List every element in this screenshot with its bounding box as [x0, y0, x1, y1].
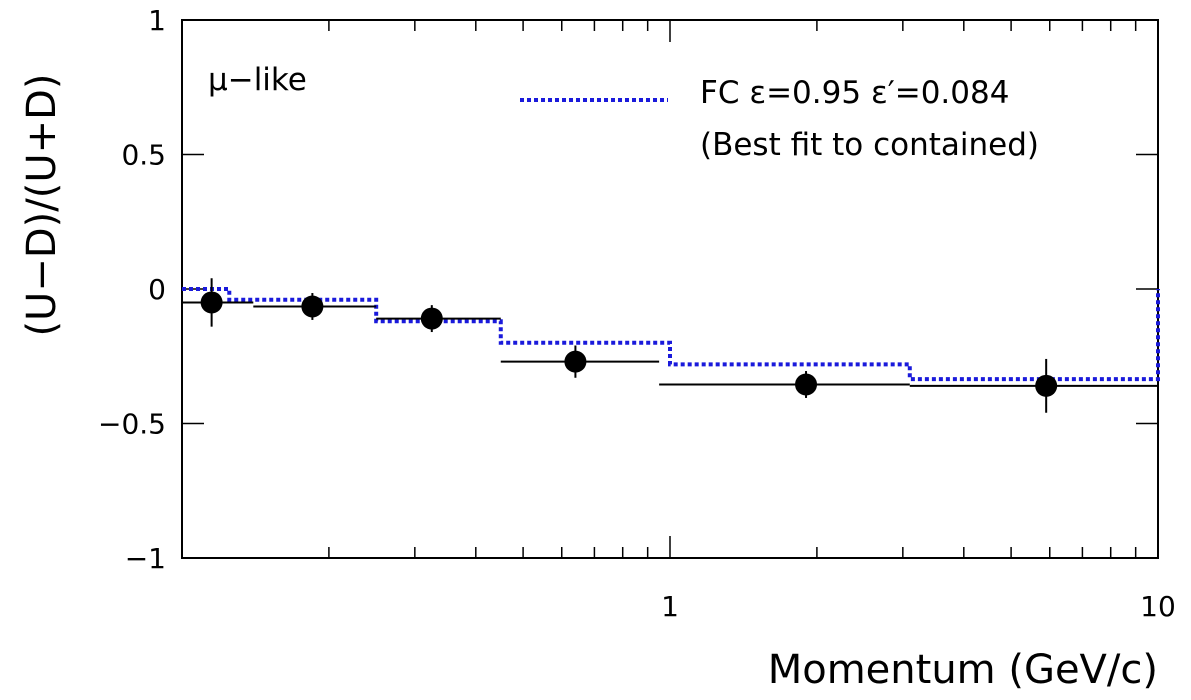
data-marker	[1035, 374, 1058, 397]
x-axis-title: Momentum (GeV/c)	[768, 647, 1158, 693]
plot-frame	[181, 19, 1159, 559]
tick-labels: 1 0.5 0 −0.5 −1 1 10	[98, 4, 1176, 623]
data-point	[376, 305, 501, 333]
legend-label-line1: FC ε=0.95 ε′=0.084	[700, 75, 1009, 111]
data-marker	[795, 373, 818, 396]
mc-step-line	[182, 287, 1160, 382]
data-point	[909, 358, 1158, 413]
data-point	[253, 293, 377, 320]
y-axis-title: (U−D)/(U+D)	[19, 73, 65, 336]
plot-border	[181, 19, 1159, 559]
x-tick-label: 1	[661, 590, 679, 623]
data-point	[500, 345, 660, 378]
data-marker	[301, 295, 324, 318]
y-tick-label: 0.5	[121, 139, 166, 172]
data-points	[182, 278, 1158, 413]
axis-ticks	[182, 20, 1158, 558]
y-tick-label: −1	[125, 542, 166, 575]
data-marker	[420, 307, 443, 330]
data-marker	[564, 350, 587, 373]
y-tick-label: −0.5	[98, 408, 166, 441]
x-tick-label: 10	[1140, 590, 1176, 623]
data-marker	[200, 291, 223, 314]
mc-histogram	[182, 287, 1160, 382]
data-point	[659, 371, 910, 398]
annotation-label: μ−like	[208, 62, 307, 98]
y-tick-label: 1	[148, 4, 166, 37]
data-point	[182, 278, 254, 327]
legend-label-line2: (Best fit to contained)	[700, 127, 1039, 163]
y-tick-label: 0	[148, 273, 166, 306]
